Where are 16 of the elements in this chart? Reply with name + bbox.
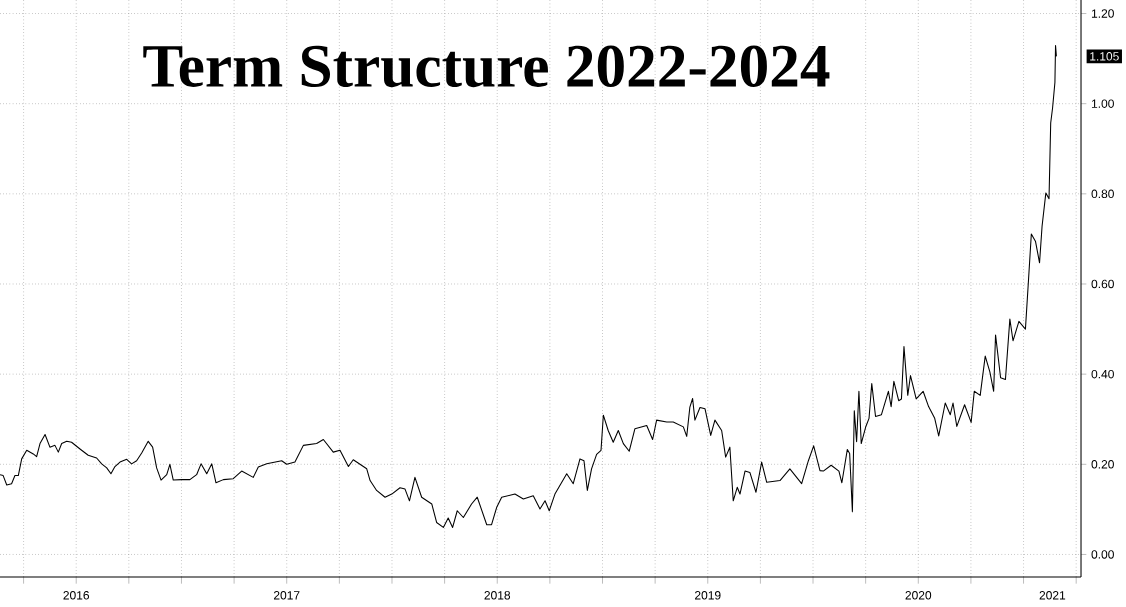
text: Term Structure 2022-2024 <box>143 45 830 88</box>
y-tick-label: 0.60 <box>1091 279 1114 289</box>
x-tick-label: 2021 <box>1039 591 1066 600</box>
x-tick-label: 2020 <box>905 591 932 600</box>
y-tick-label: 0.20 <box>1091 460 1114 469</box>
text: 1.105 <box>1090 52 1119 61</box>
y-tick-label: 0.40 <box>1091 369 1114 379</box>
line-series <box>0 44 1057 528</box>
x-tick-label: 2019 <box>695 591 721 600</box>
y-tick-label: 0.00 <box>1091 550 1114 559</box>
y-tick-label: 0.80 <box>1091 189 1114 199</box>
x-tick-label: 2018 <box>484 591 511 600</box>
y-tick-label: 1.20 <box>1091 9 1114 18</box>
y-tick-label: 1.00 <box>1091 99 1114 108</box>
x-tick-label: 2016 <box>63 591 90 600</box>
x-tick-label: 2017 <box>273 591 300 600</box>
